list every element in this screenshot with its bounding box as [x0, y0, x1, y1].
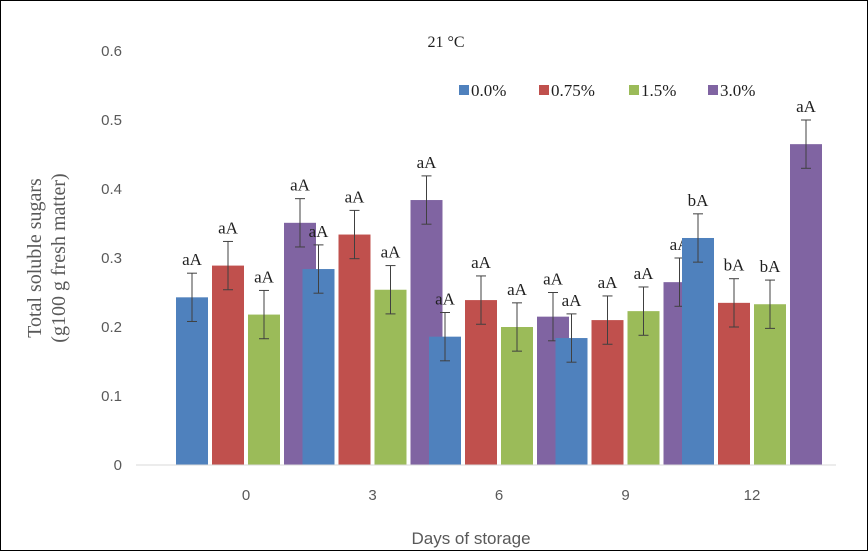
bar — [682, 237, 714, 465]
y-tick-label: 0.4 — [101, 181, 122, 198]
legend-swatch — [459, 85, 469, 95]
bar — [302, 269, 335, 465]
x-tick-label: 0 — [242, 487, 250, 504]
y-tick-label: 0.1 — [101, 388, 122, 405]
significance-label: aA — [290, 176, 311, 195]
legend-label: 3.0% — [720, 81, 755, 100]
significance-label: aA — [182, 250, 203, 269]
significance-label: aA — [634, 264, 655, 283]
bar — [627, 311, 660, 465]
y-axis-label-line-2: (g100 g fresh matter) — [48, 173, 70, 342]
significance-label: aA — [471, 253, 492, 272]
bar — [718, 302, 750, 465]
y-tick-label: 0 — [114, 457, 122, 474]
bar — [248, 314, 280, 465]
significance-label: bA — [688, 191, 710, 210]
y-tick-label: 0.5 — [101, 112, 122, 129]
significance-label: aA — [218, 218, 239, 237]
legend-label: 0.0% — [471, 81, 506, 100]
significance-label: aA — [417, 153, 438, 172]
bar — [176, 297, 208, 465]
significance-label: aA — [796, 97, 817, 116]
y-axis-ticks: 0 0.1 0.2 0.3 0.4 0.5 0.6 — [101, 43, 122, 474]
x-axis: 0 3 6 9 12 — [136, 464, 836, 504]
x-tick-label: 12 — [744, 487, 761, 504]
bar — [790, 144, 822, 465]
significance-label: bA — [760, 257, 782, 276]
significance-label: aA — [543, 270, 564, 289]
significance-label: aA — [309, 222, 330, 241]
legend-swatch — [708, 85, 718, 95]
significance-label: aA — [345, 187, 366, 206]
significance-label: aA — [507, 280, 528, 299]
bar — [374, 289, 407, 465]
y-tick-label: 0.2 — [101, 319, 122, 336]
chart-title: 21 °C — [427, 34, 464, 51]
y-axis-label: Total soluble sugars (g100 g fresh matte… — [24, 173, 70, 342]
y-tick-label: 0.3 — [101, 250, 122, 267]
x-axis-label: Days of storage — [411, 529, 530, 548]
y-tick-label: 0.6 — [101, 43, 122, 60]
legend-swatch — [539, 85, 549, 95]
x-tick-label: 6 — [495, 487, 503, 504]
significance-label: bA — [724, 256, 746, 275]
significance-label: aA — [254, 267, 275, 286]
bar — [212, 265, 244, 465]
legend-label: 1.5% — [641, 81, 676, 100]
significance-label: aA — [598, 273, 619, 292]
x-tick-label: 9 — [621, 487, 629, 504]
legend-label: 0.75% — [551, 81, 595, 100]
bar — [338, 234, 371, 465]
bar — [465, 300, 497, 465]
bar — [754, 304, 786, 465]
legend: 0.0% 0.75% 1.5% 3.0% — [459, 81, 755, 100]
y-axis-label-line-1: Total soluble sugars — [24, 178, 46, 338]
significance-label: aA — [435, 290, 456, 309]
significance-label: aA — [562, 291, 583, 310]
significance-label: aA — [381, 243, 402, 262]
legend-swatch — [629, 85, 639, 95]
x-tick-label: 3 — [368, 487, 376, 504]
